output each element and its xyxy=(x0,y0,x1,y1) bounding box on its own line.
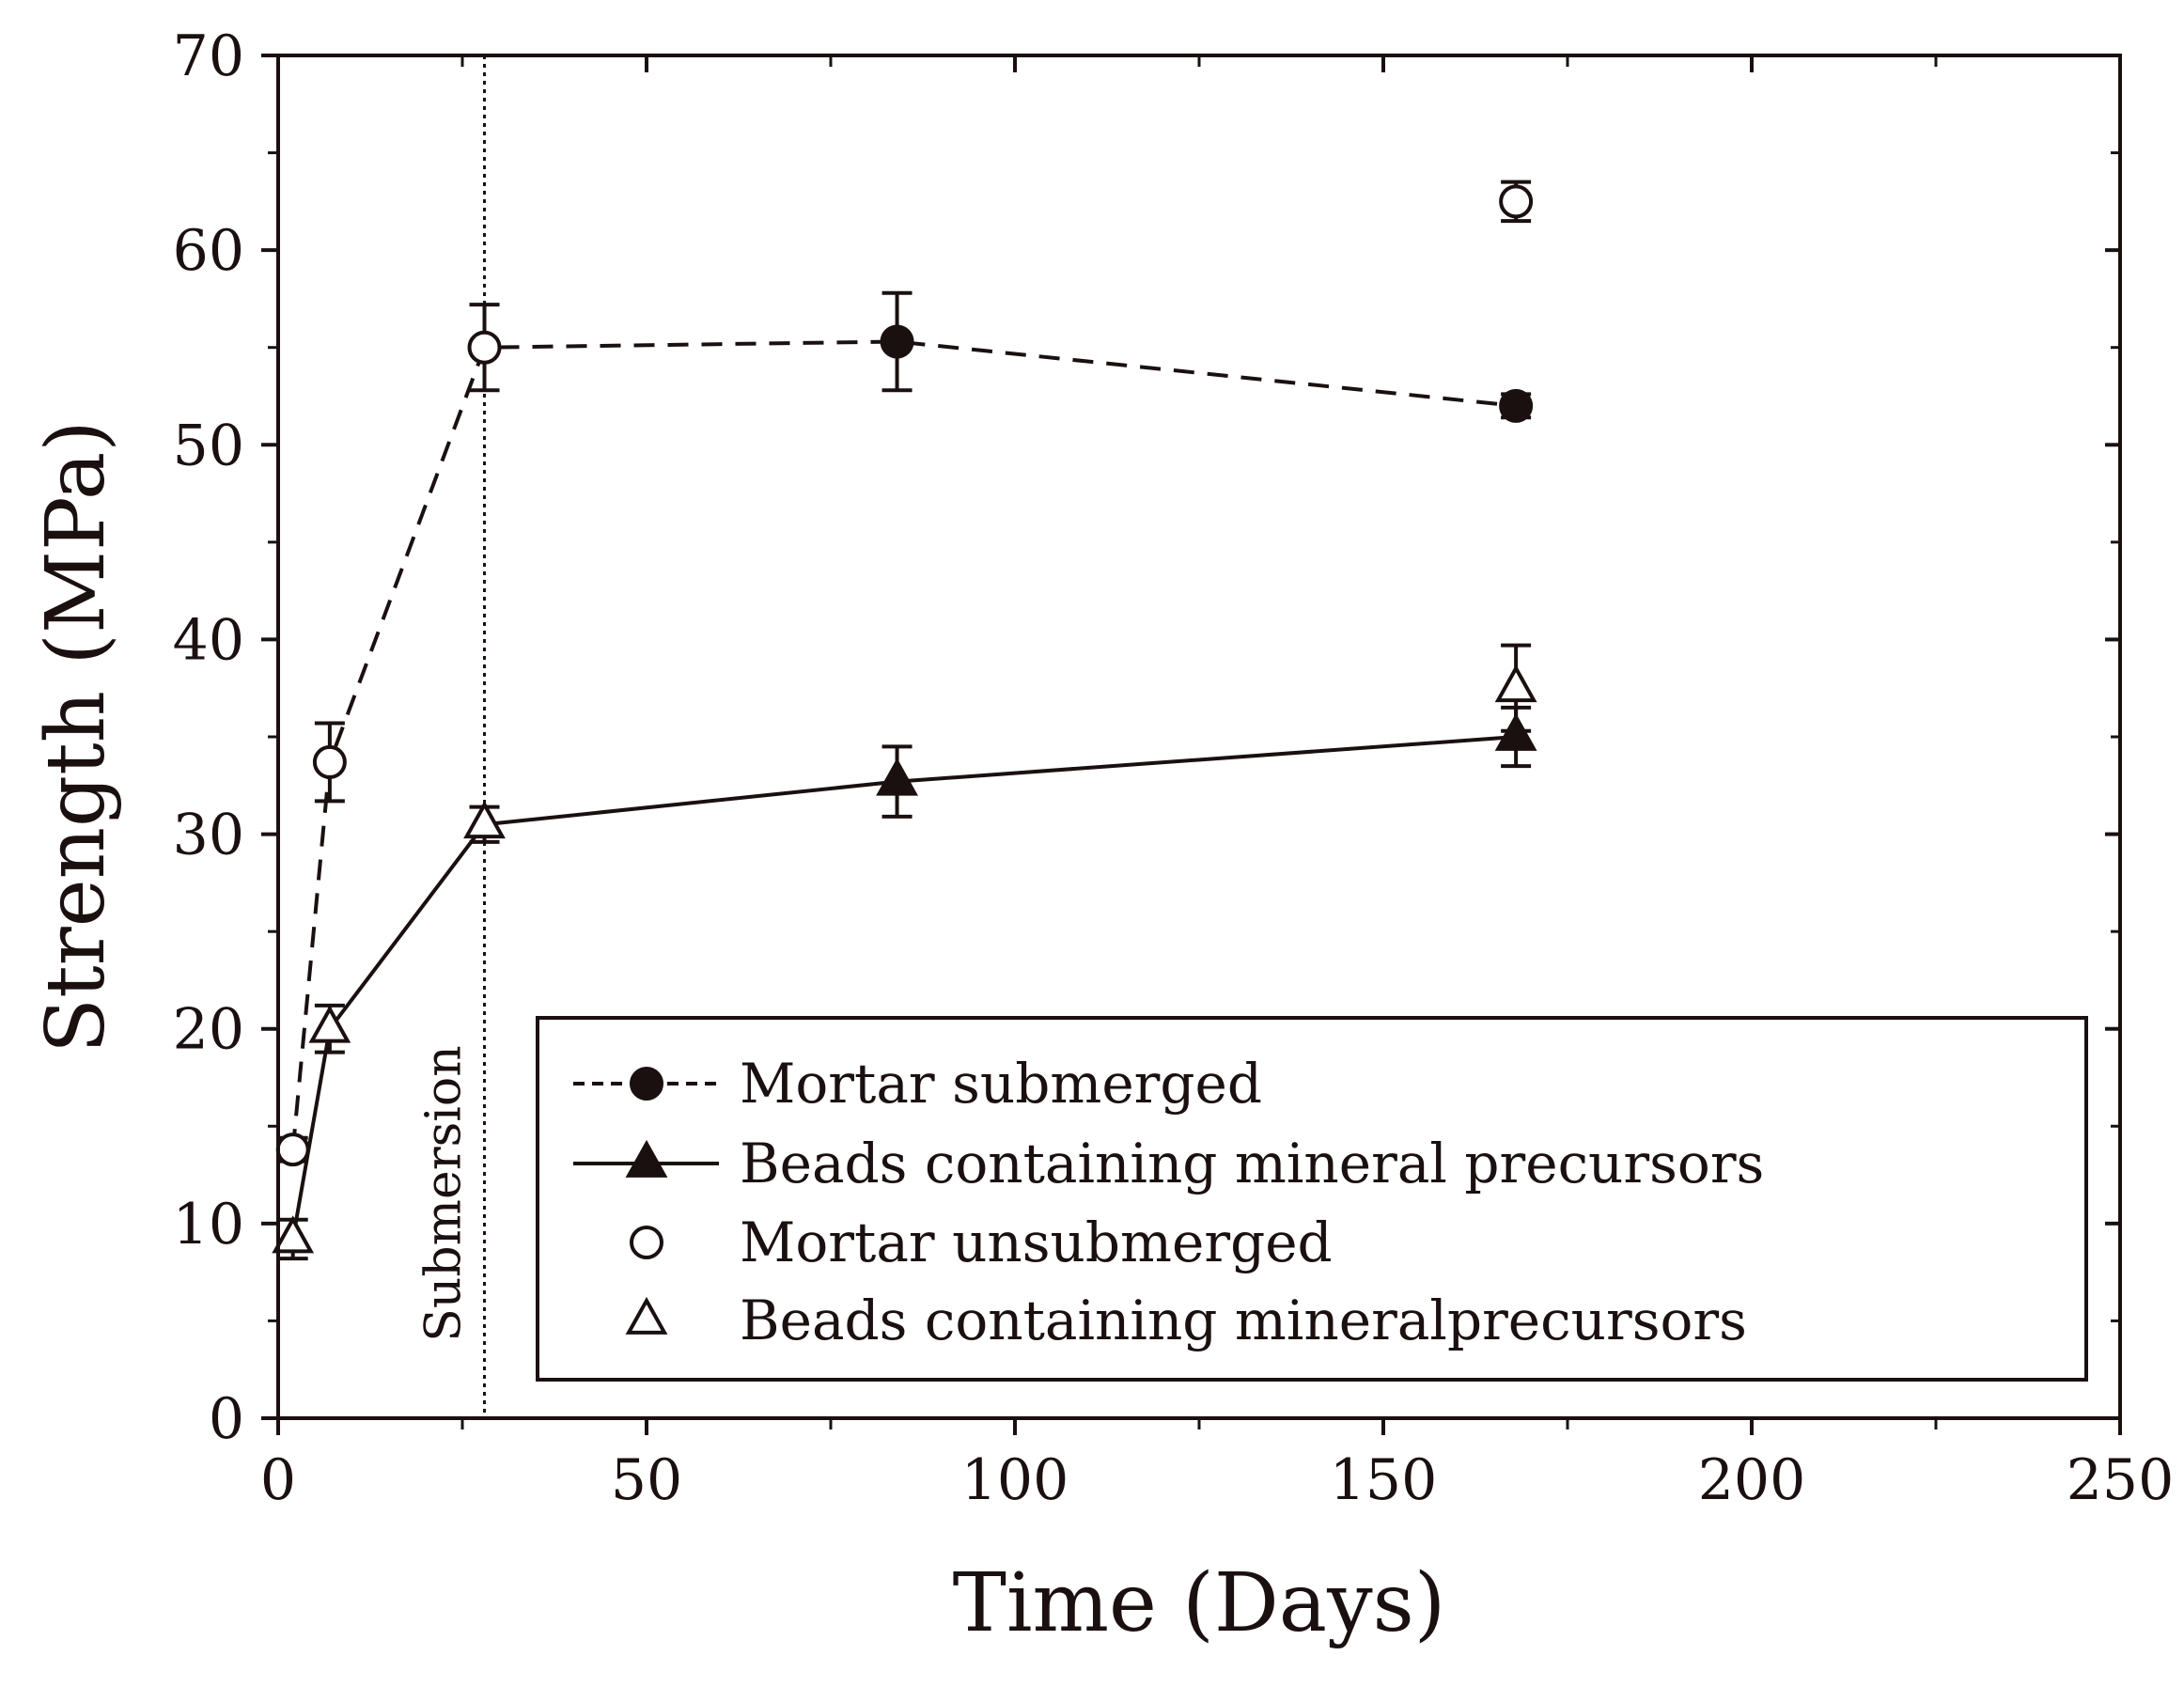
mortar-unsubmerged-point xyxy=(312,744,347,779)
y-axis-title: Strength (MPa) xyxy=(29,420,123,1054)
beads-containing-mineral-precursors-point xyxy=(876,758,918,796)
legend: Mortar submerged Beads containing mineral… xyxy=(536,1016,2088,1382)
plot-frame xyxy=(276,54,2122,1420)
legend-marker-mortar-unsubmerged xyxy=(630,1226,663,1259)
y-tick-label: 60 xyxy=(173,218,244,284)
y-tick-label: 0 xyxy=(209,1386,244,1452)
y-tick-label: 40 xyxy=(173,607,244,673)
y-tick-label: 50 xyxy=(173,413,244,478)
beads-containing-mineralprecursors-point xyxy=(1494,664,1537,703)
legend-marker-beads-containing-mineral-precursors xyxy=(625,1139,668,1178)
mortar-unsubmerged-point xyxy=(275,1132,310,1167)
legend-marker-mortar-submerged xyxy=(630,1067,663,1101)
mortar-submerged-point xyxy=(880,324,914,359)
y-tick-label: 10 xyxy=(173,1192,244,1257)
y-tick-label: 20 xyxy=(173,997,244,1063)
legend-label-beads-containing-mineral-precursors: Beads containing mineral precursors xyxy=(740,1132,1764,1195)
x-tick-label: 150 xyxy=(1330,1447,1438,1513)
annotations: Submersion xyxy=(416,55,487,1418)
legend-label-mortar-unsubmerged: Mortar unsubmerged xyxy=(740,1211,1333,1274)
beads-containing-mineralprecursors-point xyxy=(308,1005,351,1043)
y-tick-label: 70 xyxy=(173,23,244,89)
x-tick-label: 50 xyxy=(611,1447,682,1513)
beads-containing-mineralprecursors-point xyxy=(272,1215,315,1254)
legend-box xyxy=(536,1016,2088,1382)
legend-marker-beads-containing-mineralprecursors xyxy=(625,1296,668,1335)
mortar-unsubmerged-point xyxy=(1499,184,1534,219)
x-tick-label: 250 xyxy=(2067,1447,2175,1513)
x-tick-label: 100 xyxy=(961,1447,1069,1513)
submersion-label: Submersion xyxy=(416,1045,473,1341)
x-tick-label: 200 xyxy=(1698,1447,1806,1513)
mortar-submerged-point xyxy=(1499,388,1534,423)
mortar-unsubmerged-point xyxy=(467,330,502,365)
y-tick-label: 30 xyxy=(173,803,244,868)
beads-containing-mineral-precursors-point xyxy=(1494,712,1537,751)
axis-labels: Time (Days) Strength (MPa) 0 50 100 150 200 2… xyxy=(29,23,2174,1650)
x-axis-title: Time (Days) xyxy=(953,1556,1446,1650)
legend-label-mortar-submerged: Mortar submerged xyxy=(740,1052,1262,1116)
data-markers xyxy=(272,184,1537,1254)
legend-label-beads-containing-mineralprecursors: Beads containing mineralprecursors xyxy=(740,1289,1747,1352)
beads-containing-mineralprecursors-point xyxy=(463,801,506,839)
x-tick-label: 0 xyxy=(260,1447,296,1513)
